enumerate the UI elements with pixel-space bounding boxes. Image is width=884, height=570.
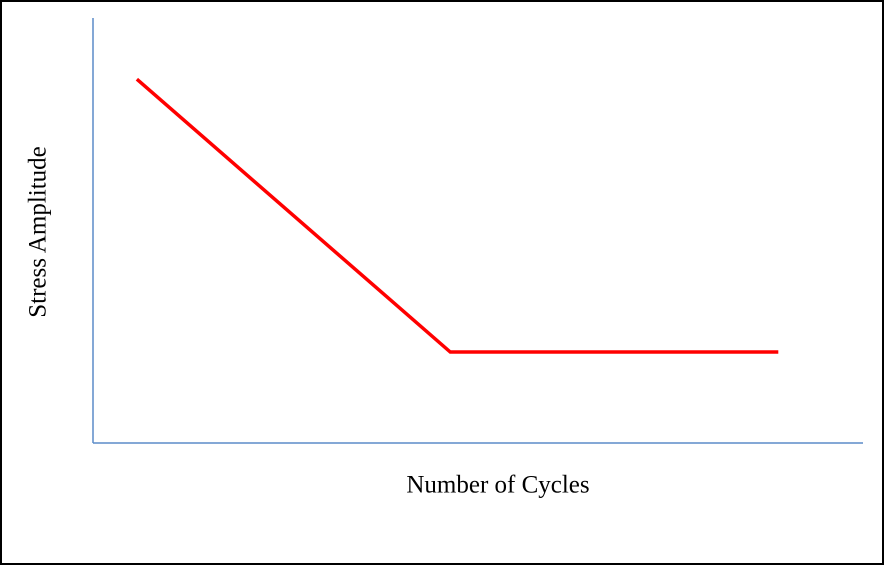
data-line (135, 77, 779, 354)
y-axis-label: Stress Amplitude (25, 146, 52, 318)
x-axis-label: Number of Cycles (406, 472, 589, 499)
